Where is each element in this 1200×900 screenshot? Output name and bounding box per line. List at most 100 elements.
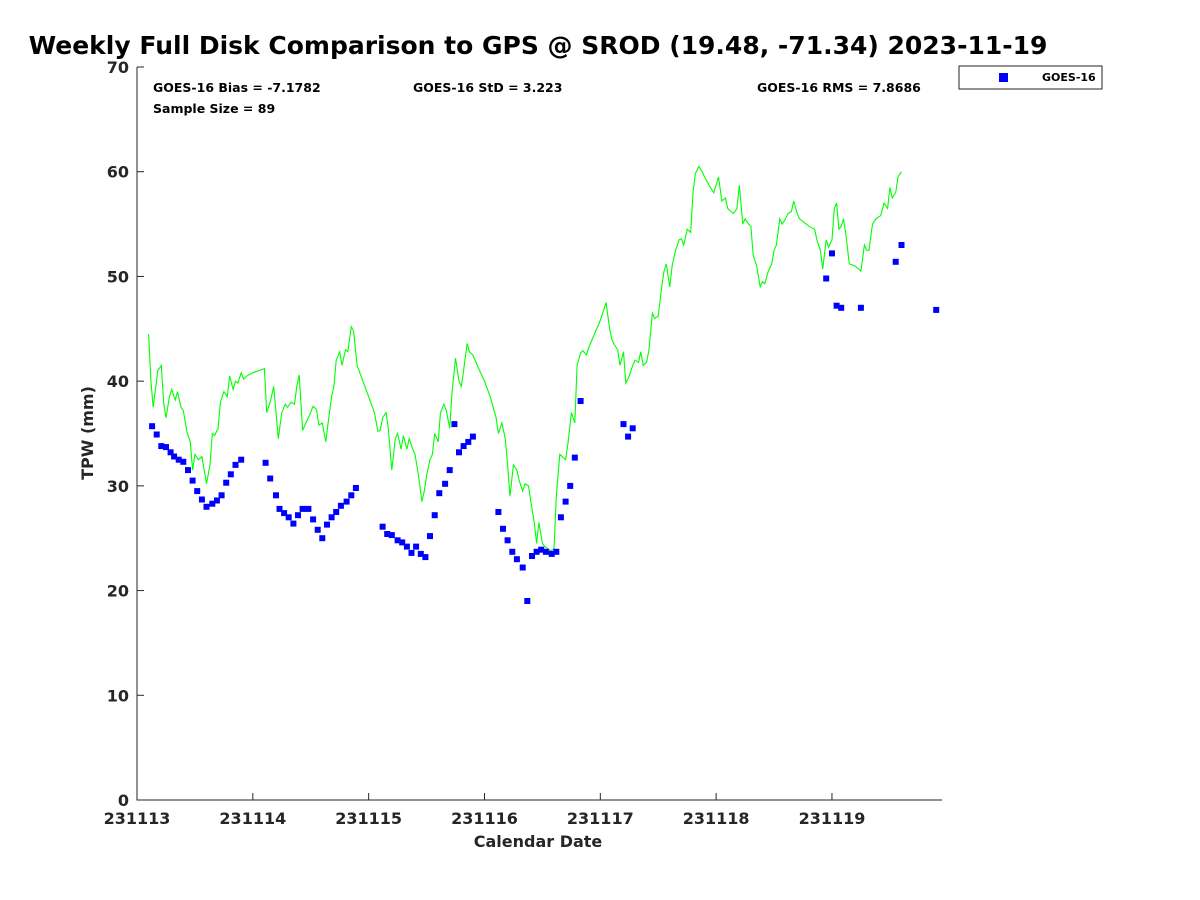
goes-16-point bbox=[460, 443, 467, 450]
x-axis: 231113 231114 231115 231116 231117 231118 2311… bbox=[104, 793, 865, 828]
goes-16-point bbox=[194, 488, 201, 495]
goes-16-point bbox=[413, 543, 420, 550]
x-tick-label: 231118 bbox=[683, 809, 750, 828]
goes-16-point bbox=[262, 459, 269, 466]
goes-16-point bbox=[442, 480, 449, 487]
series-goes-16 bbox=[149, 242, 940, 604]
goes-16-point bbox=[209, 500, 216, 507]
goes-16-point bbox=[149, 423, 156, 430]
goes-16-point bbox=[394, 537, 401, 544]
goes-16-point bbox=[305, 505, 312, 512]
axis-frame bbox=[136, 67, 942, 801]
y-axis: 0 10 20 30 40 50 60 70 bbox=[107, 58, 144, 810]
goes-16-point bbox=[203, 503, 210, 510]
goes-16-point bbox=[218, 492, 225, 499]
goes-16-point bbox=[548, 550, 555, 557]
goes-16-point bbox=[175, 456, 182, 463]
goes-16-point bbox=[456, 449, 462, 456]
goes-16-point bbox=[451, 421, 458, 428]
goes-16-point bbox=[227, 471, 234, 478]
legend-marker-goes-16 bbox=[999, 73, 1008, 82]
goes-16-point bbox=[495, 509, 502, 515]
goes-16-point bbox=[553, 548, 560, 555]
goes-16-point bbox=[328, 514, 335, 521]
legend-label-goes-16: GOES-16 bbox=[1042, 71, 1096, 84]
plot-area bbox=[148, 165, 940, 604]
goes-16-point bbox=[314, 526, 321, 533]
std-stat: GOES-16 StD = 3.223 bbox=[413, 80, 562, 95]
goes-16-point bbox=[153, 431, 160, 438]
goes-16-point bbox=[158, 443, 165, 450]
rms-stat: GOES-16 RMS = 7.8686 bbox=[757, 80, 921, 95]
goes-16-point bbox=[509, 548, 516, 555]
sample-size-stat: Sample Size = 89 bbox=[153, 101, 275, 116]
goes-16-point bbox=[403, 543, 410, 550]
goes-16-point bbox=[469, 433, 476, 440]
goes-16-point bbox=[343, 498, 350, 505]
goes-16-point bbox=[337, 502, 344, 509]
goes-16-point bbox=[232, 461, 239, 468]
y-tick-label: 70 bbox=[107, 58, 129, 77]
goes-16-point bbox=[310, 516, 317, 523]
goes-16-point bbox=[857, 304, 864, 311]
goes-16-point bbox=[571, 454, 578, 461]
goes-16-point bbox=[629, 425, 636, 432]
x-axis-label: Calendar Date bbox=[474, 832, 603, 851]
goes-16-point bbox=[384, 531, 391, 537]
goes-16-point bbox=[189, 477, 196, 484]
goes-16-point bbox=[829, 250, 835, 257]
x-tick-label: 231117 bbox=[567, 809, 634, 828]
y-tick-label: 30 bbox=[107, 477, 129, 496]
goes-16-point bbox=[267, 475, 274, 482]
y-tick-label: 0 bbox=[118, 791, 129, 810]
series-line-gps bbox=[148, 165, 902, 552]
chart-title: Weekly Full Disk Comparison to GPS @ SRO… bbox=[29, 31, 1048, 60]
goes-16-point bbox=[427, 533, 433, 540]
goes-16-point bbox=[620, 421, 627, 428]
goes-16-point bbox=[213, 497, 220, 504]
goes-16-point bbox=[379, 523, 386, 530]
goes-16-point bbox=[838, 304, 845, 311]
goes-16-point bbox=[399, 539, 406, 546]
x-tick-label: 231115 bbox=[335, 809, 402, 828]
goes-16-point bbox=[417, 550, 424, 557]
goes-16-point bbox=[446, 467, 453, 474]
goes-16-point bbox=[504, 537, 511, 544]
y-tick-label: 50 bbox=[107, 267, 129, 286]
goes-16-point bbox=[529, 553, 535, 559]
goes-16-point bbox=[833, 302, 840, 309]
goes-16-point bbox=[823, 275, 830, 282]
legend-box bbox=[958, 65, 1103, 90]
goes-16-point bbox=[299, 505, 306, 512]
goes-16-point bbox=[500, 525, 506, 532]
goes-16-point bbox=[180, 458, 187, 465]
goes-16-point bbox=[436, 490, 443, 497]
goes-16-point bbox=[542, 548, 549, 555]
goes-16-point bbox=[562, 498, 569, 505]
goes-16-point bbox=[431, 512, 438, 519]
y-tick-label: 60 bbox=[107, 163, 129, 182]
goes-16-point bbox=[533, 548, 540, 555]
goes-16-point bbox=[290, 520, 297, 527]
goes-16-point bbox=[281, 510, 288, 517]
legend: GOES-16 bbox=[958, 65, 1103, 90]
goes-16-point bbox=[513, 556, 520, 563]
goes-16-point bbox=[538, 546, 545, 553]
goes-16-point bbox=[198, 496, 205, 503]
x-tick-label: 231116 bbox=[451, 809, 518, 828]
goes-16-point bbox=[625, 433, 632, 440]
goes-16-point bbox=[238, 456, 245, 463]
goes-16-point bbox=[324, 521, 330, 528]
goes-16-point bbox=[898, 242, 905, 248]
goes-16-point bbox=[285, 514, 292, 521]
goes-16-point bbox=[388, 532, 395, 539]
goes-16-point bbox=[319, 535, 326, 542]
goes-16-point bbox=[557, 514, 564, 521]
goes-16-point bbox=[933, 306, 940, 313]
goes-16-point bbox=[163, 444, 169, 451]
goes-16-point bbox=[465, 438, 472, 445]
goes-16-point bbox=[333, 509, 340, 515]
goes-16-point bbox=[185, 467, 191, 474]
goes-16-point bbox=[422, 554, 429, 561]
